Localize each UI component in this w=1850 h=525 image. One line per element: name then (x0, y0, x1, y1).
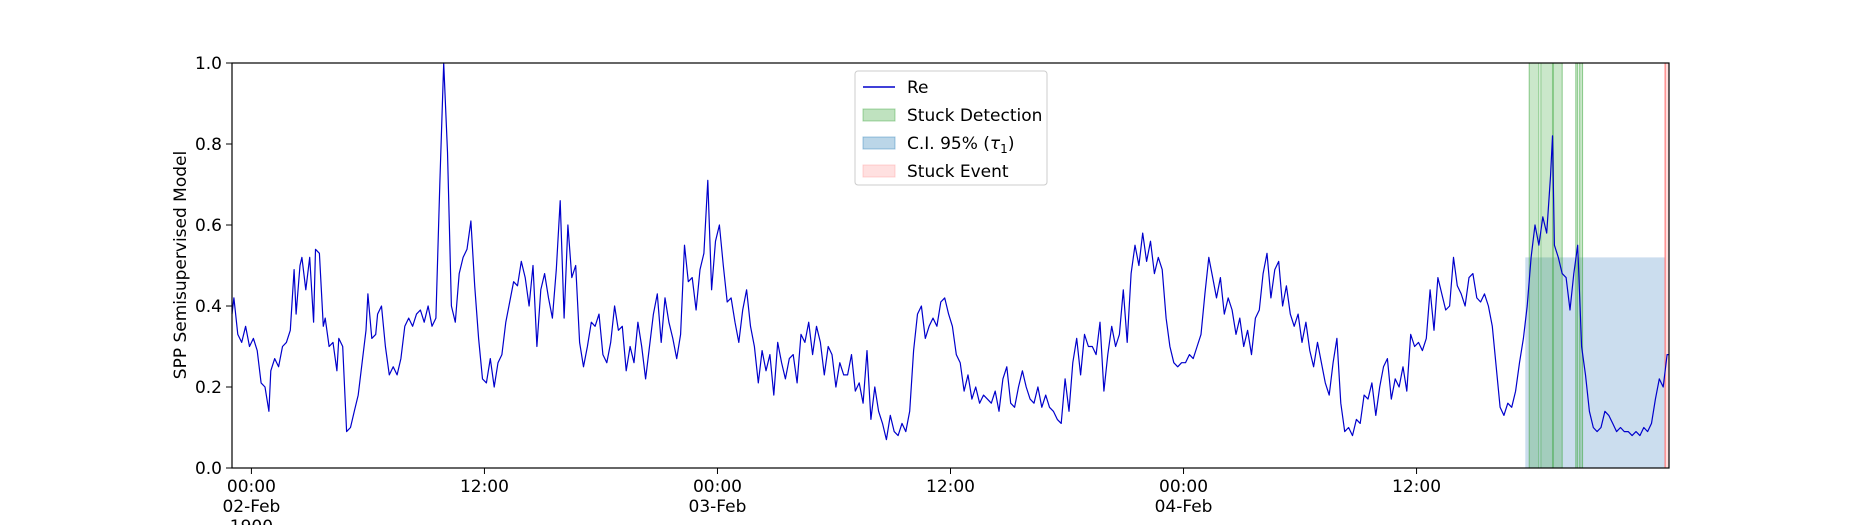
chart-bands (1525, 62, 1670, 469)
x-tick-label: 04-Feb (1155, 497, 1213, 517)
y-tick-label: 0.2 (195, 378, 222, 398)
y-axis-label: SPP Semisupervised Model (171, 151, 191, 379)
y-tick-label: 1.0 (195, 54, 222, 74)
legend-label: C.I. 95% (τ1) (907, 134, 1014, 156)
y-tick-label: 0.0 (195, 459, 222, 479)
legend: Re Stuck Detection C.I. 95% (τ1) Stuck Even… (854, 70, 1048, 186)
series-line-re (231, 62, 1669, 441)
ci-band (1525, 257, 1669, 468)
x-tick-label: 12:00 (1392, 477, 1441, 497)
y-tick-label: 0.8 (195, 135, 222, 155)
legend-label: Stuck Event (907, 162, 1009, 182)
legend-box (854, 70, 1048, 186)
stuck-detection-span (1579, 62, 1584, 469)
legend-patch-swatch (862, 108, 896, 122)
y-tick-label: 0.4 (195, 297, 222, 317)
legend-patch-swatch (862, 164, 896, 178)
x-tick-label: 00:00 (227, 477, 276, 497)
legend-label: Stuck Detection (907, 106, 1042, 126)
x-tick-label: 03-Feb (689, 497, 747, 517)
stuck-detection-span (1552, 62, 1563, 469)
x-tick-label: 02-Feb (222, 497, 280, 517)
x-tick-label: 1900 (230, 517, 273, 525)
x-axis: 00:0002-Feb190012:0000:0003-Feb12:0000:0… (222, 468, 1441, 525)
stuck-detection-span (1575, 62, 1579, 469)
legend-label: Re (907, 78, 929, 98)
x-tick-label: 00:00 (693, 477, 742, 497)
legend-patch-swatch (862, 136, 896, 150)
y-tick-label: 0.6 (195, 216, 222, 236)
y-axis: 0.0 0.2 0.4 0.6 0.8 1.0 (195, 54, 232, 479)
stuck-detection-span (1540, 62, 1553, 469)
x-tick-label: 12:00 (926, 477, 975, 497)
x-tick-label: 00:00 (1159, 477, 1208, 497)
chart-series (231, 62, 1669, 441)
x-tick-label: 12:00 (460, 477, 509, 497)
